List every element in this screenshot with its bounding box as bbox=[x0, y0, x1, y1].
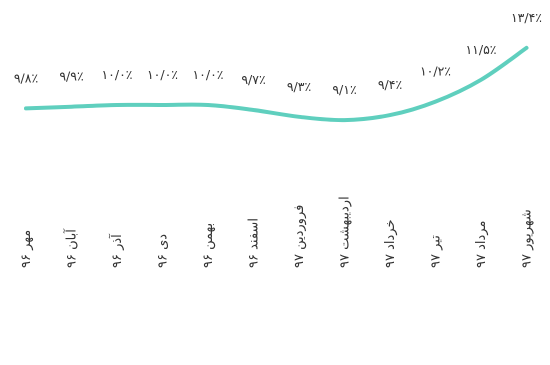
data-label: ۱۳/۴٪ bbox=[511, 10, 542, 25]
series-line bbox=[24, 45, 529, 123]
x-tick-label: شهریور ۹۷ bbox=[520, 209, 535, 268]
x-tick-label: اردیبهشت ۹۷ bbox=[338, 196, 353, 268]
x-tick-label: فروردین ۹۷ bbox=[292, 205, 307, 268]
data-labels: ۹/۸٪ ۹/۹٪ ۱۰/۰٪ ۱۰/۰٪ ۱۰/۰٪ ۹/۷٪ ۹/۳٪ ۹/۱٪ ۹/۴٪ ۱… bbox=[14, 10, 542, 97]
data-label: ۹/۱٪ bbox=[332, 82, 356, 97]
x-tick-label: مهر ۹۶ bbox=[19, 230, 34, 268]
data-label: ۹/۷٪ bbox=[241, 72, 265, 87]
x-tick-label: تیر ۹۷ bbox=[429, 235, 444, 268]
x-tick-label: بهمن ۹۶ bbox=[201, 223, 216, 268]
data-label: ۱۰/۲٪ bbox=[420, 64, 451, 79]
data-label: ۱۰/۰٪ bbox=[101, 67, 132, 82]
x-tick-label: آبان ۹۶ bbox=[63, 228, 80, 268]
data-label: ۹/۴٪ bbox=[378, 77, 402, 92]
x-tick-label: اسفند ۹۶ bbox=[247, 218, 262, 268]
data-label: ۱۱/۵٪ bbox=[465, 42, 496, 57]
data-label: ۹/۳٪ bbox=[287, 79, 311, 94]
x-tick-label: دی ۹۶ bbox=[156, 234, 171, 268]
x-tick-label: آذر ۹۶ bbox=[108, 233, 125, 268]
data-label: ۱۰/۰٪ bbox=[147, 67, 178, 82]
x-axis-tick-labels: مهر ۹۶ آبان ۹۶ آذر ۹۶ دی ۹۶ بهمن ۹۶ اسفند ۹۶ ف… bbox=[19, 196, 535, 268]
data-label: ۹/۹٪ bbox=[59, 69, 83, 84]
x-tick-label: مرداد ۹۷ bbox=[474, 221, 489, 268]
data-label: ۹/۸٪ bbox=[14, 70, 38, 85]
x-tick-label: خرداد ۹۷ bbox=[383, 220, 398, 269]
data-label: ۱۰/۰٪ bbox=[192, 67, 223, 82]
